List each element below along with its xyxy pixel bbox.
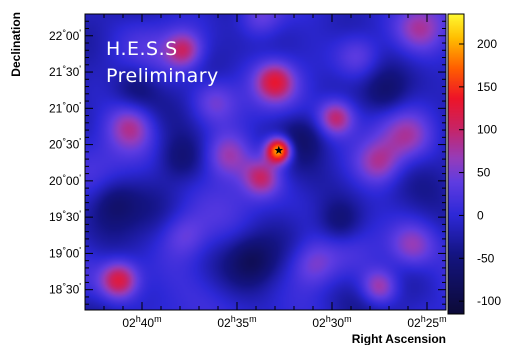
y-tick-label: 19°30'	[49, 209, 81, 224]
y-tick-label: 21°30'	[49, 64, 81, 79]
x-axis: 02h40m 02h35m 02h30m 02h25m	[84, 14, 447, 330]
colorbar-tick-label: -50	[477, 251, 495, 265]
colorbar-tick-label: 150	[477, 80, 497, 94]
x-tick-label: 02h40m	[122, 314, 161, 330]
colorbar-ticks: 200 150 100 50 0 -50 -100	[459, 37, 501, 308]
plot-frame	[84, 13, 447, 311]
heatmap-area	[85, 14, 446, 310]
x-tick-label: 02h25m	[407, 314, 446, 330]
colorbar-tick-label: 200	[477, 37, 497, 51]
watermark: H.E.S.S Preliminary	[106, 38, 219, 87]
y-tick-label: 18°30'	[49, 282, 81, 297]
colorbar-frame	[447, 13, 465, 315]
y-axis-title: Declination	[9, 12, 23, 77]
y-tick-label: 19°00'	[49, 245, 81, 260]
y-tick-label: 20°30'	[49, 137, 81, 152]
y-tick-label: 20°00'	[49, 173, 81, 188]
source-marker-layer	[274, 145, 284, 155]
y-tick-label: 21°00'	[49, 100, 81, 115]
x-axis-title: Right Ascension	[352, 332, 446, 345]
x-tick-label: 02h35m	[217, 314, 256, 330]
colorbar-tick-label: -100	[477, 294, 501, 308]
watermark-line: Preliminary	[106, 65, 219, 87]
colorbar: 200 150 100 50 0 -50 -100	[447, 13, 501, 315]
colorbar-tick-label: 100	[477, 123, 497, 137]
watermark-line: H.E.S.S	[106, 38, 178, 60]
x-tick-label: 02h30m	[312, 314, 351, 330]
y-axis: 22°00' 21°30' 21°00' 20°30' 20°00' 19°30' 19°0…	[49, 13, 446, 305]
colorbar-tick-label: 0	[477, 208, 484, 222]
colorbar-tick-label: 50	[477, 166, 491, 180]
y-tick-label: 22°00'	[49, 28, 81, 43]
heatmap-image	[85, 14, 446, 310]
source-star-marker	[274, 145, 284, 155]
colorbar-gradient	[448, 14, 464, 314]
